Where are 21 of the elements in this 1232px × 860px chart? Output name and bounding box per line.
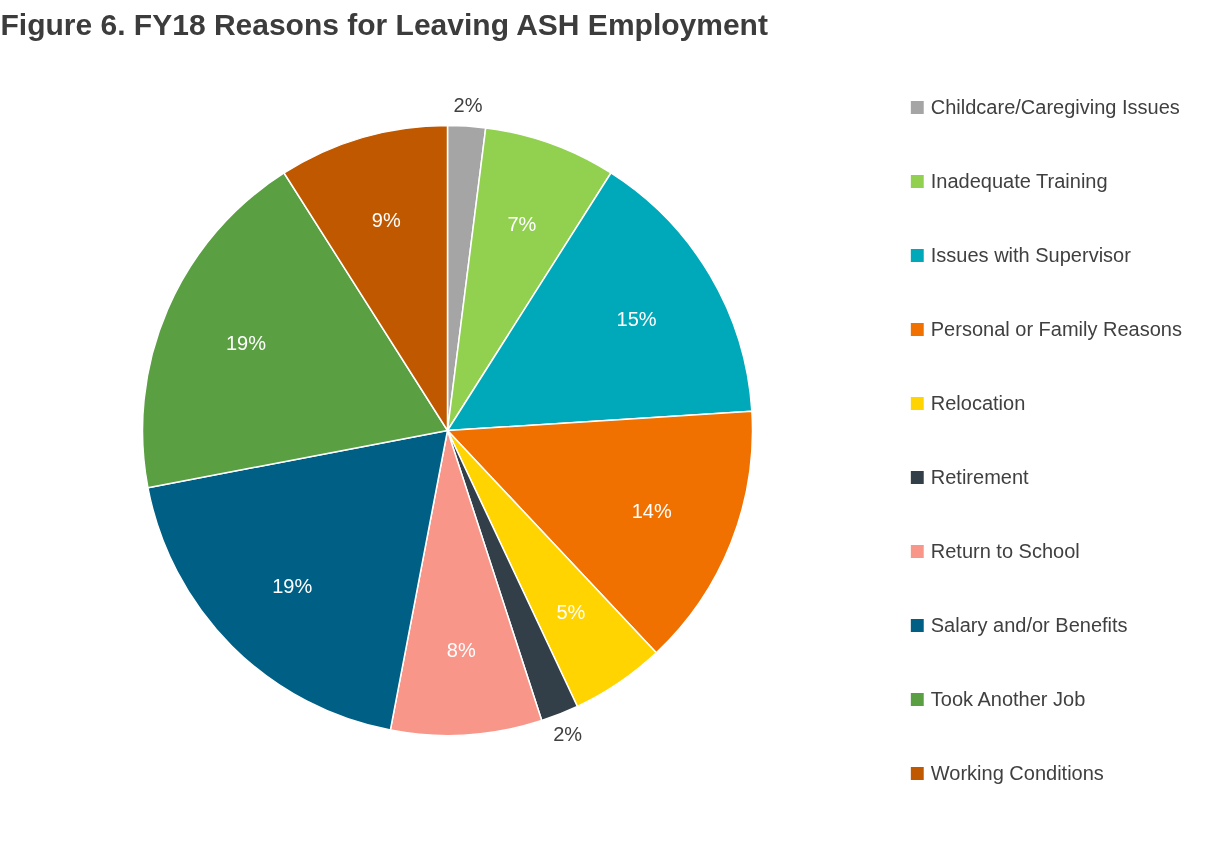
legend-label: Took Another Job — [930, 687, 1086, 711]
data-label: 14% — [631, 500, 672, 523]
legend-label: Inadequate Training — [930, 169, 1108, 193]
legend-label: Working Conditions — [930, 761, 1104, 785]
data-label: 2% — [453, 93, 483, 116]
chart-title: Figure 6. FY18 Reasons for Leaving ASH Employment — [0, 7, 768, 41]
data-label: 15% — [616, 307, 657, 330]
data-label: 8% — [446, 638, 476, 661]
data-label: 7% — [507, 212, 537, 235]
legend-label: Salary and/or Benefits — [930, 613, 1128, 637]
legend-label: Retirement — [930, 465, 1029, 489]
legend-label: Return to School — [930, 539, 1080, 563]
data-label: 19% — [225, 332, 267, 355]
legend-label: Personal or Family Reasons — [930, 317, 1182, 341]
legend-label: Issues with Supervisor — [930, 243, 1131, 267]
data-label: 2% — [553, 722, 583, 745]
data-label: 9% — [371, 208, 401, 231]
legend-label: Childcare/Caregiving Issues — [930, 95, 1180, 119]
data-label: 19% — [272, 574, 313, 597]
data-label: 5% — [556, 601, 586, 624]
legend-label: Relocation — [930, 391, 1026, 415]
